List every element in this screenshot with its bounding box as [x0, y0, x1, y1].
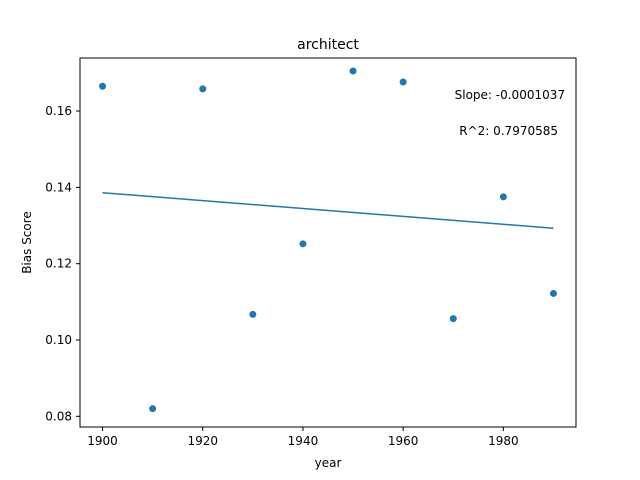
- data-point: [99, 82, 107, 90]
- data-point: [449, 315, 457, 323]
- chart-title: architect: [297, 37, 359, 53]
- y-axis-label: Bias Score: [20, 211, 34, 274]
- r-squared-annotation: R^2: 0.7970585: [459, 124, 558, 138]
- data-layer: [99, 67, 557, 413]
- y-axis: 0.08 0.10 0.12 0.14 0.16: [45, 104, 80, 423]
- x-axis: 1900 1920 1940 1960 1980: [87, 427, 519, 448]
- data-point: [249, 310, 257, 318]
- data-point: [349, 67, 357, 75]
- x-tick-label: 1920: [187, 434, 218, 448]
- data-point: [299, 240, 307, 248]
- x-tick-label: 1900: [87, 434, 118, 448]
- x-tick-label: 1980: [488, 434, 519, 448]
- y-tick-label: 0.16: [45, 104, 72, 118]
- data-point: [549, 289, 557, 297]
- trend-line: [102, 191, 554, 229]
- data-point: [149, 405, 157, 413]
- y-tick-label: 0.12: [45, 257, 72, 271]
- data-point: [399, 78, 407, 86]
- data-point: [199, 85, 207, 93]
- data-point: [499, 193, 507, 201]
- y-tick-label: 0.08: [45, 409, 72, 423]
- plot-frame: [79, 57, 577, 428]
- x-tick-label: 1960: [388, 434, 419, 448]
- x-tick-label: 1940: [288, 434, 319, 448]
- y-tick-label: 0.14: [45, 180, 72, 194]
- y-tick-label: 0.10: [45, 333, 72, 347]
- slope-annotation: Slope: -0.0001037: [455, 88, 565, 102]
- x-axis-label: year: [315, 456, 342, 470]
